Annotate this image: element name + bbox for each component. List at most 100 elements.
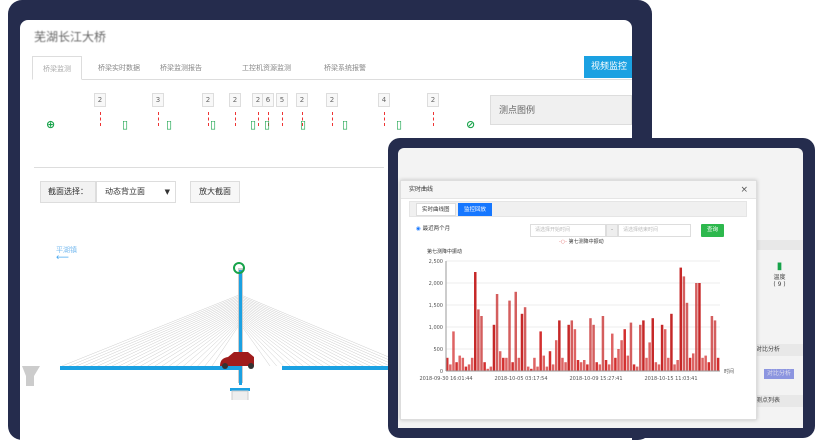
legend-marker-icon: -○-	[559, 239, 567, 245]
bar	[579, 362, 583, 371]
bar	[691, 353, 695, 371]
y-tick-label: 2,500	[429, 259, 443, 265]
marker-line	[282, 112, 283, 126]
strain-sensor-icon[interactable]: ▯	[210, 118, 217, 131]
bar	[461, 357, 465, 371]
bar	[716, 357, 720, 371]
bar	[561, 357, 564, 371]
tab-realtime-data[interactable]: 桥梁实时数据	[98, 64, 140, 72]
bar	[477, 309, 480, 371]
bar	[474, 272, 477, 371]
strain-sensor-icon[interactable]: ▯	[122, 118, 129, 131]
marker-count[interactable]: 2	[94, 93, 106, 107]
section-select-label: 截面选择：	[40, 181, 96, 203]
bar	[458, 355, 461, 371]
bar	[492, 324, 496, 371]
bar	[657, 364, 661, 371]
bar	[523, 307, 527, 371]
query-button[interactable]: 查询	[701, 224, 724, 237]
strain-sensor-icon[interactable]: ▯	[300, 118, 307, 131]
radio-icon: ◉	[416, 226, 421, 232]
bar	[713, 320, 717, 371]
bar	[514, 291, 517, 371]
bar	[623, 329, 626, 371]
modal-title: 实时曲线	[401, 181, 756, 199]
bar	[663, 329, 667, 371]
marker-count[interactable]: 2	[326, 93, 338, 107]
bar	[698, 283, 701, 371]
side-header	[756, 240, 803, 250]
main-tabs: 桥梁监测 桥梁实时数据 桥梁监测报告 工控机资源监测 桥梁系统报警	[32, 56, 632, 80]
compare-button[interactable]: 对比分析	[764, 369, 794, 379]
temperature-sensor[interactable]: ▮ 温度( 9 )	[756, 261, 803, 288]
marker-count[interactable]: 2	[202, 93, 214, 107]
tab-bridge-monitoring[interactable]: 桥梁监测	[32, 56, 82, 80]
bar	[502, 357, 505, 371]
tab-report[interactable]: 桥梁监测报告	[160, 64, 202, 72]
section-select[interactable]: 动态背立面 ▼	[96, 181, 176, 203]
dropdown-arrow-icon: ▼	[164, 188, 170, 196]
x-tick-label: 2018-09-30 16:01:44	[419, 376, 472, 381]
bar	[554, 340, 558, 371]
bar	[604, 360, 608, 371]
car-icon	[220, 352, 254, 369]
range-radio[interactable]: ◉ 最近两个月	[416, 224, 450, 232]
bar	[517, 357, 521, 371]
tab-alarm[interactable]: 桥梁系统报警	[324, 64, 366, 72]
bar	[551, 364, 555, 371]
end-sensor-icon[interactable]: ⊘	[466, 118, 476, 131]
zoom-section-button[interactable]: 放大截面	[190, 181, 240, 203]
marker-count[interactable]: 2	[427, 93, 439, 107]
tab-resource[interactable]: 工控机资源监测	[242, 64, 291, 72]
bar	[626, 355, 630, 371]
bar	[505, 357, 508, 371]
marker-count[interactable]: 2	[229, 93, 241, 107]
marker-count[interactable]: 4	[378, 93, 390, 107]
marker-count[interactable]: 3	[152, 93, 164, 107]
bar	[573, 329, 577, 371]
bar	[645, 357, 648, 371]
y-tick-label: 1,500	[429, 303, 443, 309]
bar	[589, 318, 592, 371]
marker-line	[384, 112, 385, 126]
close-icon[interactable]: ×	[740, 185, 748, 195]
legend-label: 第七测降中振动	[568, 239, 604, 245]
section-select-value: 动态背立面	[105, 187, 145, 196]
marker-count[interactable]: 6	[262, 93, 274, 107]
arrow-left-icon: ⟵	[56, 253, 69, 263]
bar	[654, 362, 658, 371]
marker-line	[208, 112, 209, 126]
x-tick-label: 2018-10-05 03:17:54	[494, 376, 547, 381]
video-monitor-button[interactable]: 视频监控	[584, 56, 632, 78]
bar	[679, 267, 683, 371]
marker-count[interactable]: 5	[276, 93, 288, 107]
bar	[467, 364, 471, 371]
bar	[642, 320, 645, 371]
end-time-input[interactable]: 请选择结束时间	[618, 224, 691, 237]
strain-sensor-icon[interactable]: ▯	[166, 118, 173, 131]
bar	[583, 360, 586, 371]
bar	[635, 366, 639, 371]
anchor-sensor-icon[interactable]: ⊕	[46, 118, 56, 131]
bar	[495, 294, 499, 371]
tab-realtime-chart[interactable]: 实时曲线图	[416, 203, 456, 216]
start-time-input[interactable]: 请选择开始时间	[530, 224, 606, 237]
bar	[464, 366, 468, 371]
strain-sensor-icon[interactable]: ▯	[342, 118, 349, 131]
bar	[651, 318, 654, 371]
marker-count[interactable]: 2	[296, 93, 308, 107]
bar	[611, 333, 614, 371]
bar	[595, 362, 598, 371]
strain-sensor-icon[interactable]: ▯	[250, 118, 257, 131]
x-axis-label: 时间	[724, 368, 734, 375]
strain-sensor-icon[interactable]: ▯	[264, 118, 271, 131]
bridge-diagram	[22, 262, 400, 400]
bar	[536, 366, 539, 371]
strain-sensor-icon[interactable]: ▯	[396, 118, 403, 131]
x-tick-label: 2018-10-09 15:27:41	[569, 376, 622, 381]
tab-playback[interactable]: 监控回放	[458, 203, 493, 216]
bar	[455, 362, 458, 371]
divider	[34, 167, 384, 168]
bar	[449, 364, 452, 371]
bar	[567, 324, 570, 371]
